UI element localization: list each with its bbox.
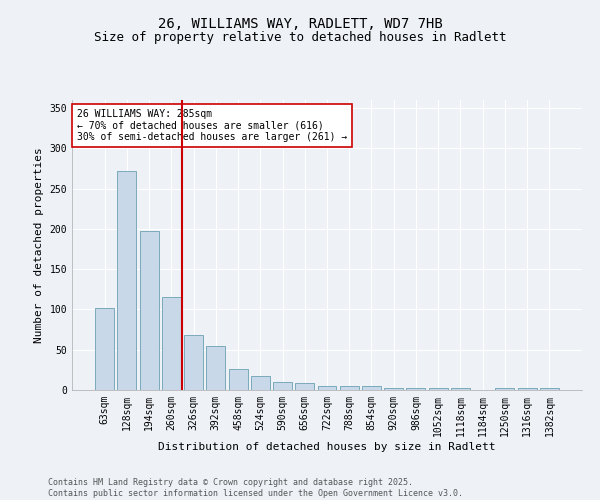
Bar [140,232,158,390]
Bar [118,171,136,390]
Bar [362,386,381,390]
Bar [317,386,337,390]
Bar [95,308,114,390]
Bar [384,388,403,390]
Bar [340,386,359,390]
Y-axis label: Number of detached properties: Number of detached properties [34,147,44,343]
X-axis label: Distribution of detached houses by size in Radlett: Distribution of detached houses by size … [158,442,496,452]
Bar [406,388,425,390]
Bar [295,383,314,390]
Bar [229,369,248,390]
Bar [273,382,292,390]
Bar [429,388,448,390]
Bar [496,388,514,390]
Bar [451,388,470,390]
Bar [251,376,270,390]
Bar [184,335,203,390]
Text: 26, WILLIAMS WAY, RADLETT, WD7 7HB: 26, WILLIAMS WAY, RADLETT, WD7 7HB [158,18,442,32]
Bar [162,298,181,390]
Bar [206,346,225,390]
Text: 26 WILLIAMS WAY: 285sqm
← 70% of detached houses are smaller (616)
30% of semi-d: 26 WILLIAMS WAY: 285sqm ← 70% of detache… [77,108,347,142]
Bar [518,388,536,390]
Text: Size of property relative to detached houses in Radlett: Size of property relative to detached ho… [94,31,506,44]
Bar [540,388,559,390]
Text: Contains HM Land Registry data © Crown copyright and database right 2025.
Contai: Contains HM Land Registry data © Crown c… [48,478,463,498]
